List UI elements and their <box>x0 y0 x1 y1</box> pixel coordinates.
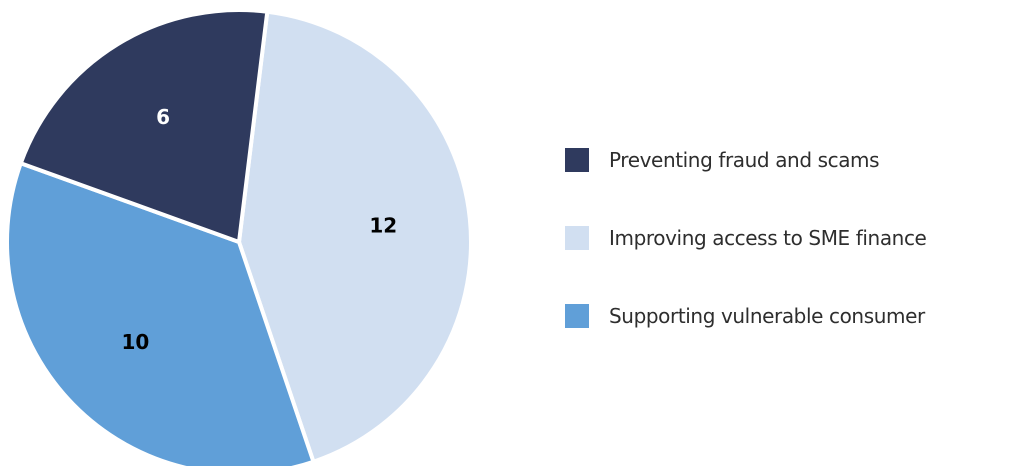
chart-legend: Preventing fraud and scams Improving acc… <box>565 145 1005 379</box>
legend-item-vulnerable-consumer: Supporting vulnerable consumer <box>565 301 1005 331</box>
pie-value-label-vulnerable-consumer: 10 <box>122 330 150 354</box>
legend-label-sme-finance: Improving access to SME finance <box>609 226 927 250</box>
legend-swatch-vulnerable-consumer <box>565 304 589 328</box>
pie-slice-preventing-fraud <box>18 8 270 244</box>
pie-value-label-preventing-fraud: 6 <box>156 105 170 129</box>
pie-value-label-sme-finance: 12 <box>369 214 397 238</box>
legend-label-preventing-fraud: Preventing fraud and scams <box>609 148 880 172</box>
pie-slice-vulnerable-consumer <box>5 161 316 466</box>
pie-slice-sme-finance <box>237 9 473 464</box>
legend-item-sme-finance: Improving access to SME finance <box>565 223 1005 253</box>
legend-swatch-sme-finance <box>565 226 589 250</box>
legend-swatch-preventing-fraud <box>565 148 589 172</box>
legend-label-vulnerable-consumer: Supporting vulnerable consumer <box>609 304 925 328</box>
legend-item-preventing-fraud: Preventing fraud and scams <box>565 145 1005 175</box>
